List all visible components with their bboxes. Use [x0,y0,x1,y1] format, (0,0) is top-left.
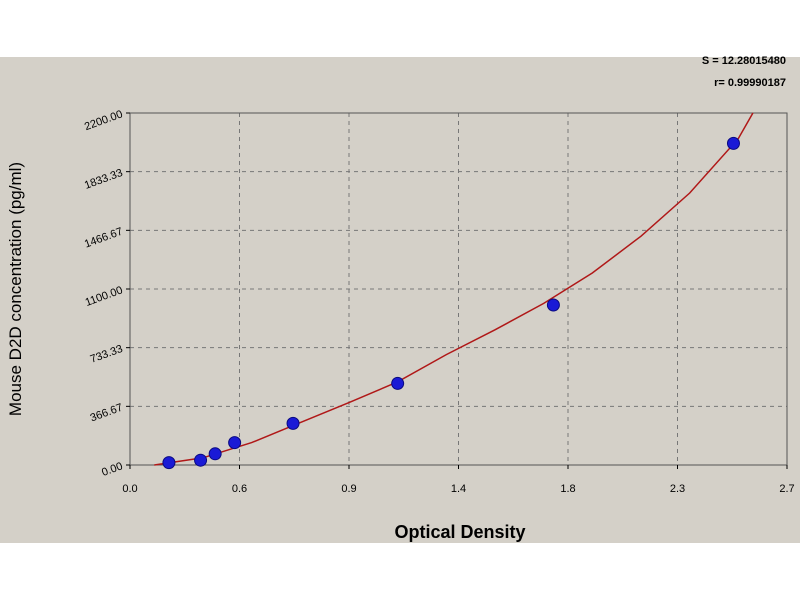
y-tick-label: 1833.33 [83,167,124,192]
fit-curve [154,112,754,466]
data-point [391,376,405,390]
y-tick-label: 0.00 [100,460,124,479]
x-axis-label: Optical Density [394,522,525,542]
y-axis-label: Mouse D2D concentration (pg/ml) [6,162,25,416]
x-tick-label: 0.0 [122,483,137,495]
x-tick-label: 0.6 [232,483,247,495]
y-tick-label: 366.67 [89,402,125,425]
grid [130,113,787,465]
y-tick-label: 2200.00 [83,108,124,133]
data-point [228,436,242,450]
data-points [162,136,740,470]
fit-statistic-s: S = 12.28015480 [701,55,786,67]
y-tick-label: 1100.00 [84,284,125,309]
x-tick-label: 2.7 [779,483,794,495]
standard-curve-chart: 0.0 0.6 0.9 1.4 1.8 2.3 2.7 0.00 366.67 733.33 11… [6,108,795,542]
data-point [286,416,300,430]
x-tick-label: 0.9 [341,483,356,495]
y-tick-label: 733.33 [89,343,125,366]
x-tick-label: 2.3 [670,483,685,495]
data-point [208,447,222,461]
chart-panel: 0.0 0.6 0.9 1.4 1.8 2.3 2.7 0.00 366.67 733.33 11… [0,57,800,543]
data-point [162,456,176,470]
x-tick-label: 1.8 [560,483,575,495]
data-point [726,136,740,150]
fit-statistic-r: r= 0.99990187 [714,77,786,89]
y-tick-label: 1466.67 [83,226,124,251]
x-axis-ticks: 0.0 0.6 0.9 1.4 1.8 2.3 2.7 [122,465,795,495]
data-point [546,298,560,312]
x-tick-label: 1.4 [451,483,466,495]
y-axis-ticks: 0.00 366.67 733.33 1100.00 1466.67 1833.33 220… [83,108,130,479]
data-point [194,453,208,467]
fit-curve-line [154,112,754,466]
